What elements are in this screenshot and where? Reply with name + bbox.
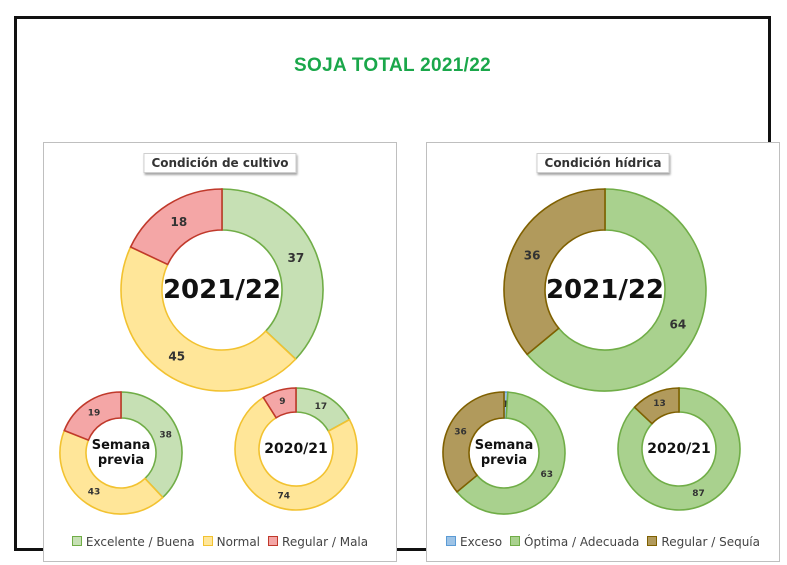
data-label: 63 xyxy=(541,470,554,480)
data-label: 18 xyxy=(171,215,188,229)
water-condition-title: Condición hídrica xyxy=(536,153,670,173)
crop-condition-legend: Excelente / Buena Normal Regular / Mala xyxy=(44,535,396,549)
donut-slice xyxy=(617,387,741,511)
donut-slice xyxy=(221,188,324,361)
crop-condition-panel: 37 45 18 2021/22 38 43 19 Semana previa 17 74 9 2020… xyxy=(43,142,397,562)
data-label: 38 xyxy=(159,430,172,440)
chart-frame: SOJA TOTAL 2021/22 37 45 18 2021/22 38 43 19 Se… xyxy=(14,16,780,562)
data-label: 36 xyxy=(524,249,541,263)
donut-slice xyxy=(234,396,358,511)
donut-slice xyxy=(129,188,223,266)
legend-label: Excelente / Buena xyxy=(85,535,195,549)
legend-swatch xyxy=(268,536,279,546)
legend-label: Exceso xyxy=(460,535,503,549)
data-label: 87 xyxy=(692,489,705,499)
legend-item: Regular / Mala xyxy=(268,535,368,549)
main-title: SOJA TOTAL 2021/22 xyxy=(294,55,491,76)
legend-label: Normal xyxy=(216,535,261,549)
legend-item: Normal xyxy=(202,535,261,549)
water-condition-donuts: 064362021/2216336Semanaprevia087132020/2… xyxy=(442,188,741,515)
donut-center-label: Semana previa xyxy=(475,438,534,468)
data-label: 13 xyxy=(653,399,666,409)
donut-slice xyxy=(442,391,505,494)
data-label: 17 xyxy=(315,402,328,412)
donut-center-label: Semana previa xyxy=(92,438,151,468)
donut-center-label: 2021/22 xyxy=(163,275,281,305)
donut-center-label: 2021/22 xyxy=(546,275,664,305)
donut-slice xyxy=(526,188,707,392)
legend-swatch xyxy=(446,536,456,546)
legend-item: Regular / Sequía xyxy=(647,535,760,549)
legend-swatch xyxy=(202,536,213,546)
legend-label: Regular / Mala xyxy=(282,535,369,549)
donut-slice xyxy=(455,391,566,515)
data-label: 43 xyxy=(88,488,101,498)
data-label: 1 xyxy=(502,400,508,410)
data-label: 74 xyxy=(278,491,291,501)
legend-item: Óptima / Adecuada xyxy=(510,535,639,549)
data-label: 19 xyxy=(88,408,101,418)
legend-swatch xyxy=(71,536,82,546)
donut-slice xyxy=(120,245,297,392)
legend-label: Regular / Sequía xyxy=(661,535,760,549)
legend-item: Excelente / Buena xyxy=(71,535,195,549)
data-label: 36 xyxy=(454,428,467,438)
donut-center-label: 2020/21 xyxy=(647,441,711,457)
crop-condition-donuts: 37 45 18 2021/22 38 43 19 Semana previa 17 74 9 2020… xyxy=(59,188,358,515)
donut-slice xyxy=(262,387,297,419)
data-label: 64 xyxy=(669,317,686,331)
crop-condition-title: Condición de cultivo xyxy=(143,153,297,173)
donut-slice xyxy=(59,429,164,515)
legend-item: Exceso xyxy=(446,535,502,549)
legend-swatch xyxy=(647,536,658,546)
water-condition-legend: Exceso Óptima / Adecuada Regular / Sequía xyxy=(427,535,779,549)
data-label: 45 xyxy=(168,350,185,364)
legend-swatch xyxy=(510,536,521,546)
donut-slice xyxy=(63,391,122,442)
donut-slice xyxy=(633,387,680,425)
donut-center-label: 2020/21 xyxy=(264,441,328,457)
donut-slice xyxy=(503,188,606,356)
legend-label: Óptima / Adecuada xyxy=(524,535,640,549)
donut-slice xyxy=(120,391,183,499)
water-condition-panel: 064362021/2216336Semanaprevia087132020/2… xyxy=(426,142,780,562)
data-label: 9 xyxy=(279,397,285,407)
data-label: 37 xyxy=(288,251,305,265)
